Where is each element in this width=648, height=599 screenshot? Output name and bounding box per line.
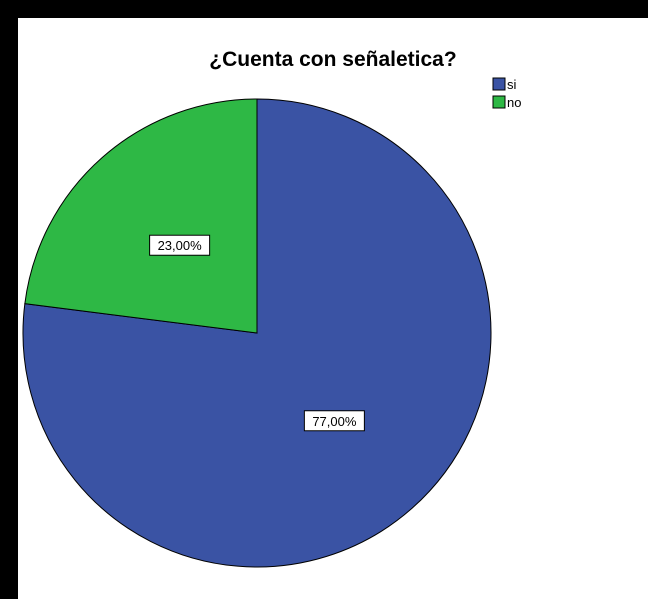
legend-swatch-si [492,77,506,91]
data-label-si: 77,00% [303,410,365,432]
chart-title: ¿Cuenta con señaletica? [209,48,456,71]
legend-label-si: si [507,77,517,92]
data-label-box [149,234,211,256]
data-label-no: 23,00% [149,234,211,256]
data-label-text: 23,00% [158,238,203,253]
pie-slices [22,98,492,568]
legend: si no [492,77,521,110]
legend-item-no: no [492,95,521,110]
pie-data-labels: 77,00% 23,00% [149,234,365,432]
pie-slice-no [24,98,258,334]
legend-item-si: si [492,77,517,92]
data-label-box [303,410,365,432]
data-label-text: 77,00% [312,414,357,429]
legend-label-no: no [507,95,521,110]
legend-swatch-no [492,95,506,109]
